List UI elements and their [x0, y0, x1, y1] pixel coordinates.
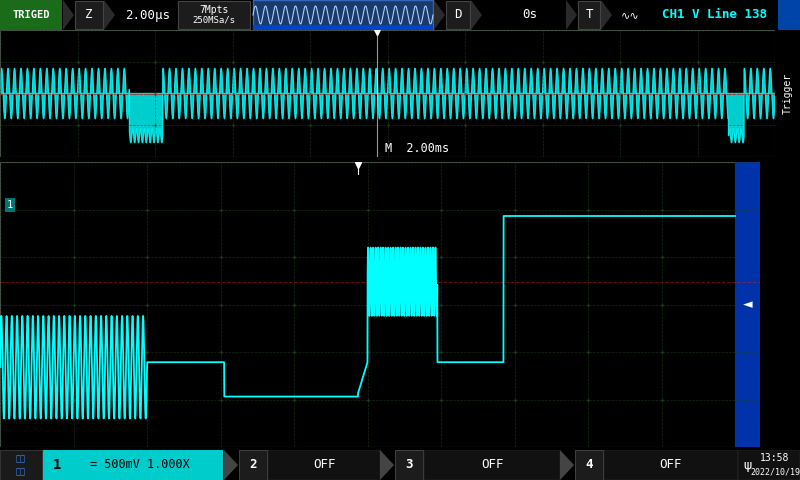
Polygon shape [380, 450, 394, 480]
Polygon shape [601, 0, 612, 30]
Text: 2: 2 [250, 458, 257, 471]
Polygon shape [434, 0, 445, 30]
Polygon shape [224, 450, 238, 480]
Text: OFF: OFF [481, 458, 503, 471]
Bar [424, 450, 560, 480]
Polygon shape [104, 0, 115, 30]
Text: TRIGED: TRIGED [12, 10, 50, 20]
Text: 7Mpts: 7Mpts [199, 5, 229, 15]
Bar [253, 25, 433, 30]
Text: ◄: ◄ [742, 298, 752, 311]
Bar [0, 450, 42, 480]
Text: ⬦⬦: ⬦⬦ [16, 467, 26, 476]
Text: 3: 3 [406, 458, 413, 471]
Bar [178, 1, 250, 29]
Bar [395, 450, 423, 480]
Bar [735, 162, 760, 447]
Text: M  2.00ms: M 2.00ms [386, 142, 450, 155]
Polygon shape [471, 0, 482, 30]
Bar [604, 450, 738, 480]
Text: ⬦⬦: ⬦⬦ [16, 454, 26, 463]
Polygon shape [63, 0, 74, 30]
Bar [0, 0, 62, 30]
Text: ψ: ψ [744, 458, 752, 471]
Text: Trigger: Trigger [782, 73, 793, 114]
Bar [253, 0, 433, 30]
Bar [446, 1, 470, 29]
Text: 13:58: 13:58 [760, 454, 790, 463]
Bar [75, 1, 103, 29]
Polygon shape [560, 450, 574, 480]
Bar [778, 0, 800, 30]
Text: 1: 1 [53, 458, 61, 472]
Text: 4: 4 [586, 458, 593, 471]
Text: ∿∿: ∿∿ [621, 10, 639, 20]
Bar [268, 450, 380, 480]
Text: OFF: OFF [313, 458, 335, 471]
Text: 0s: 0s [522, 9, 538, 22]
Bar [43, 450, 223, 480]
Text: CH1 V Line 138: CH1 V Line 138 [662, 9, 767, 22]
Text: T: T [586, 9, 593, 22]
Text: 2022/10/19: 2022/10/19 [750, 467, 800, 476]
Text: = 500mV 1.000X: = 500mV 1.000X [90, 458, 190, 471]
Text: Z: Z [86, 9, 93, 22]
Text: OFF: OFF [660, 458, 682, 471]
Text: 2.00μs: 2.00μs [126, 9, 170, 22]
Polygon shape [566, 0, 577, 30]
Text: D: D [454, 9, 462, 22]
Text: 1: 1 [7, 200, 13, 210]
Text: 250MSa/s: 250MSa/s [193, 15, 235, 24]
Bar [738, 450, 800, 480]
Bar [578, 1, 600, 29]
Bar [239, 450, 267, 480]
Bar [575, 450, 603, 480]
